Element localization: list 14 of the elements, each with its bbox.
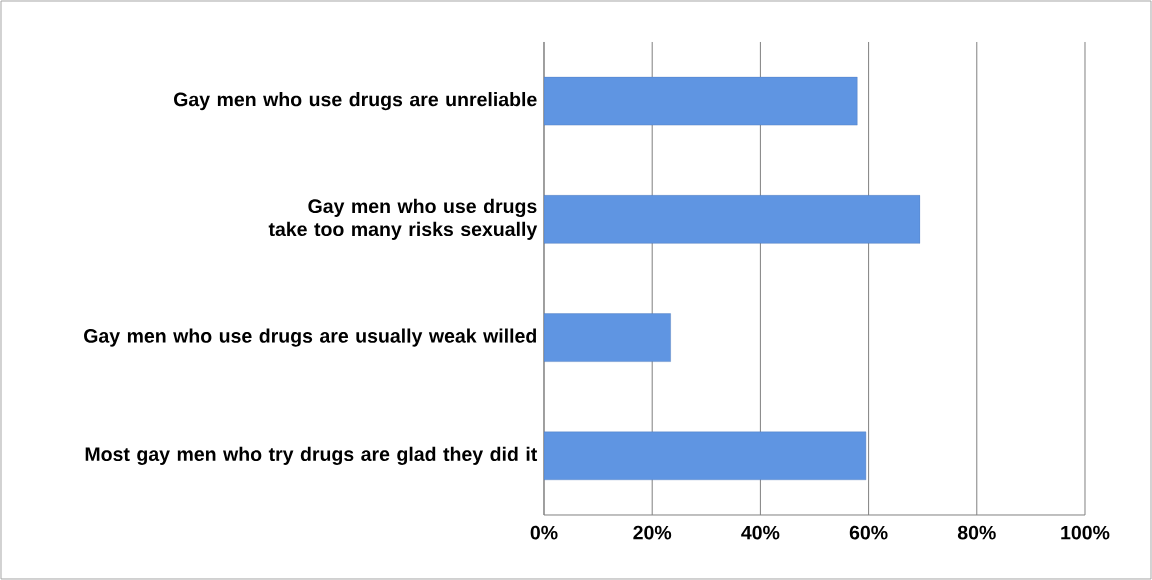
bar (544, 195, 921, 244)
x-tick-label: 100% (1061, 525, 1110, 540)
y-tick-label: Most gay men who try drugs are glad they did it (85, 446, 538, 465)
bar (544, 313, 671, 362)
y-tick-label: Gay men who use drugs take too many risks sexually (268, 198, 538, 240)
bar (544, 76, 858, 126)
y-tick-label: Gay men who use drugs are unreliable (174, 91, 537, 111)
x-tick-label: 60% (849, 525, 888, 540)
x-tick-label: 0% (530, 525, 558, 540)
bar (544, 431, 867, 481)
x-tick-label: 40% (741, 525, 780, 540)
y-tick-label: Gay men who use drugs are usually weak willed (84, 328, 536, 347)
x-tick-label: 20% (633, 525, 672, 540)
x-tick-label: 80% (957, 525, 996, 540)
